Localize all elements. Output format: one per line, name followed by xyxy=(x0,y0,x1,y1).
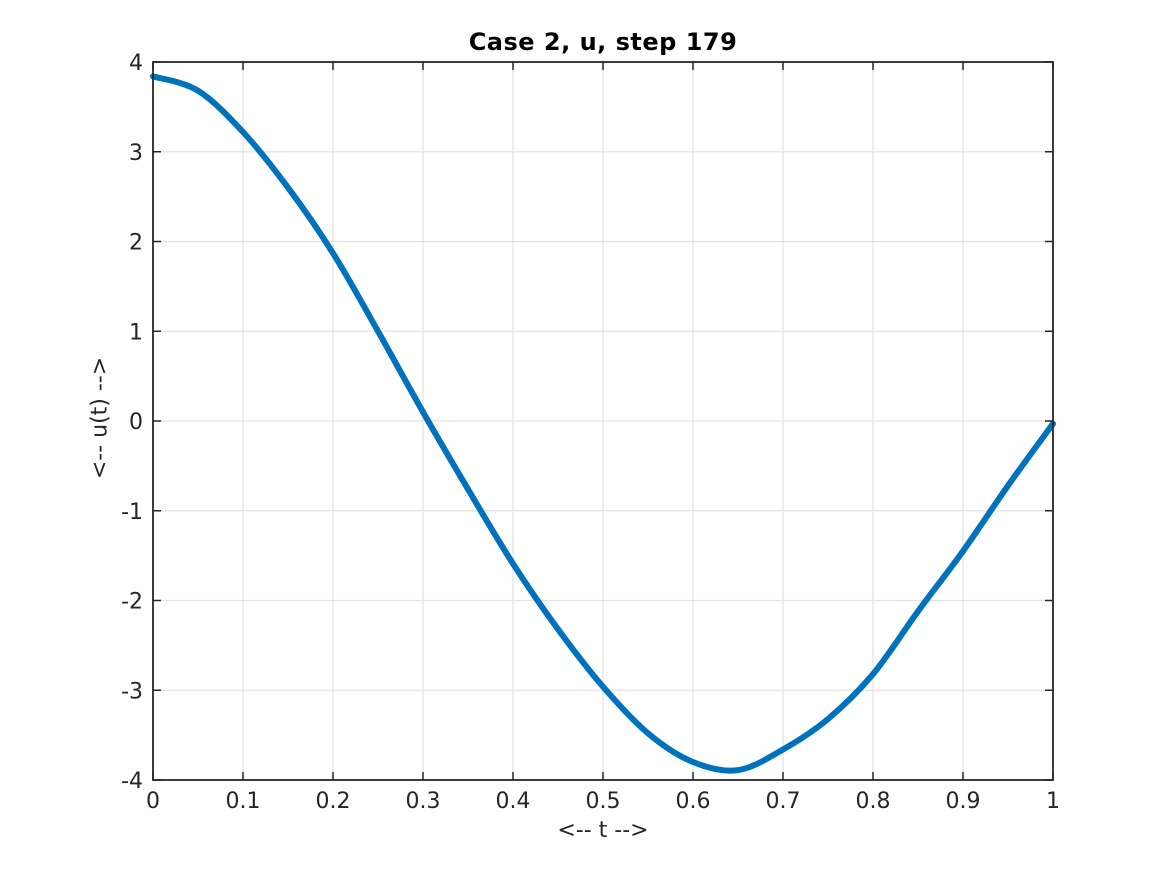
y-tick-label: -2 xyxy=(121,590,143,615)
x-tick-label: 0.7 xyxy=(766,789,801,814)
x-tick-label: 0.4 xyxy=(496,789,531,814)
x-tick-label: 0.5 xyxy=(586,789,621,814)
y-tick-label: -1 xyxy=(121,500,143,525)
x-tick-label: 0.8 xyxy=(856,789,891,814)
x-tick-label: 0.1 xyxy=(226,789,261,814)
y-tick-label: 2 xyxy=(129,231,143,256)
x-tick-label: 1 xyxy=(1046,789,1060,814)
x-tick-label: 0.9 xyxy=(946,789,981,814)
x-tick-label: 0 xyxy=(146,789,160,814)
chart-title: Case 2, u, step 179 xyxy=(468,28,738,56)
y-tick-label: 0 xyxy=(129,410,143,435)
x-tick-label: 0.3 xyxy=(406,789,441,814)
x-tick-label: 0.2 xyxy=(316,789,351,814)
x-axis-label: <-- t --> xyxy=(557,818,649,843)
y-tick-label: 1 xyxy=(129,320,143,345)
y-tick-label: -3 xyxy=(121,679,143,704)
y-tick-label: -4 xyxy=(121,769,143,794)
y-tick-label: 3 xyxy=(129,141,143,166)
x-tick-label: 0.6 xyxy=(676,789,711,814)
y-tick-label: 4 xyxy=(129,51,143,76)
series-u-line xyxy=(150,73,1056,774)
